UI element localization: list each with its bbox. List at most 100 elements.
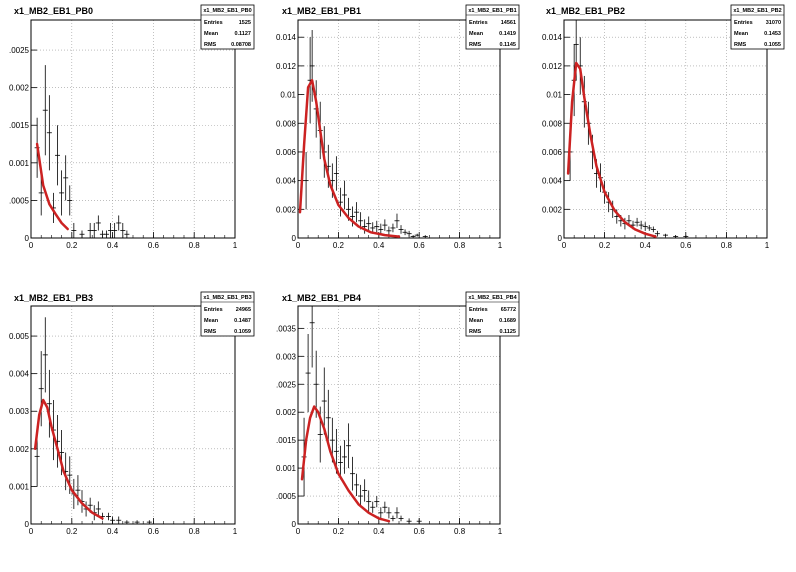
y-tick-label: 0.005 (9, 332, 30, 341)
plot-area: 0 0.2 0.4 0.6 0.8 1 0 0.001 0.002 0.003 0.004 0.005 (9, 305, 238, 536)
fit-curve (300, 405, 391, 523)
stats-value: 0.1059 (234, 329, 251, 335)
stats-box-name: x1_MB2_EB1_PB1 (468, 8, 516, 14)
stats-box-name: x1_MB2_EB1_PB3 (203, 295, 251, 301)
panel-pb0: x1_MB2_EB1_PB0 0 0.2 0.4 0.6 0.8 1 0 .0005 0.001… (9, 4, 255, 250)
stats-label: RMS (204, 42, 217, 48)
x-tick-label: 0 (562, 241, 567, 250)
x-tick-label: 0.2 (66, 527, 78, 536)
y-tick-label: 0.004 (9, 370, 30, 379)
x-tick-label: 0 (29, 241, 34, 250)
y-tick-label: .0025 (9, 46, 30, 55)
y-tick-label: 0 (292, 520, 297, 529)
stats-box: x1_MB2_EB1_PB3 Entries 24965 Mean 0.1487… (200, 291, 255, 337)
stats-value: 65772 (501, 307, 516, 313)
panel-title: x1_MB2_EB1_PB1 (282, 6, 361, 16)
stats-value: 14561 (501, 20, 516, 26)
plot-area: 0 0.2 0.4 0.6 0.8 1 0 0.002 0.004 0.006 0.008 0.01 0… (276, 19, 503, 250)
y-tick-label: 0.012 (542, 62, 563, 71)
stats-box-frame (200, 291, 255, 337)
y-tick-label: 0.014 (542, 33, 563, 42)
stats-label: Mean (204, 318, 219, 324)
x-tick-label: 0.4 (107, 527, 119, 536)
stats-box-name: x1_MB2_EB1_PB2 (733, 8, 781, 14)
panel-pb1: x1_MB2_EB1_PB1 0 0.2 0.4 0.6 0.8 1 0 0.002 0.004… (276, 4, 520, 250)
x-tick-label: 0.8 (189, 241, 201, 250)
fit-curve (566, 61, 657, 238)
stats-box: x1_MB2_EB1_PB1 Entries 14561 Mean 0.1419… (465, 4, 520, 50)
x-tick-label: 1 (498, 527, 503, 536)
plot-area: 0 0.2 0.4 0.6 0.8 1 0 .0005 0.001 .0015 0.002 .0025 (9, 19, 238, 250)
stats-value: 31070 (766, 20, 781, 26)
y-tick-label: 0.008 (276, 119, 297, 128)
x-tick-label: 0 (29, 527, 34, 536)
y-tick-label: 0.01 (546, 91, 562, 100)
fit-curve (298, 78, 401, 238)
stats-label: Entries (469, 20, 488, 26)
y-tick-label: 0.001 (276, 464, 297, 473)
stats-value: 0.1453 (764, 31, 781, 37)
stats-box-frame (465, 291, 520, 337)
stats-label: Mean (469, 318, 484, 324)
y-tick-label: 0.004 (542, 177, 563, 186)
x-tick-label: 0.6 (148, 241, 160, 250)
y-tick-label: 0.01 (280, 91, 296, 100)
fit-curve (33, 398, 104, 520)
y-tick-label: 0.003 (276, 352, 297, 361)
stats-value: 0.1487 (234, 318, 251, 324)
stats-label: Mean (204, 31, 219, 37)
stats-box: x1_MB2_EB1_PB2 Entries 31070 Mean 0.1453… (730, 4, 785, 50)
stats-value: 0.1055 (764, 42, 781, 48)
stats-label: RMS (734, 42, 747, 48)
stats-value: 1525 (239, 20, 251, 26)
x-tick-label: 0.4 (107, 241, 119, 250)
fit-curve (35, 142, 69, 231)
x-tick-label: 1 (498, 241, 503, 250)
y-tick-label: 0 (292, 234, 297, 243)
y-tick-label: 0.006 (542, 148, 563, 157)
y-tick-label: .0025 (276, 380, 297, 389)
stats-label: Entries (734, 20, 753, 26)
stats-label: Entries (469, 307, 488, 313)
stats-value: 0.1125 (499, 329, 516, 335)
x-tick-label: 0.6 (414, 241, 426, 250)
panel-title: x1_MB2_EB1_PB0 (14, 6, 93, 16)
y-tick-label: 0.001 (9, 482, 30, 491)
x-tick-label: 0.8 (721, 241, 733, 250)
stats-value: 24965 (236, 307, 251, 313)
y-tick-label: .0005 (276, 492, 297, 501)
stats-box-frame (730, 4, 785, 50)
stats-box-name: x1_MB2_EB1_PB0 (203, 8, 251, 14)
x-tick-label: 0.2 (333, 241, 345, 250)
stats-label: Entries (204, 20, 223, 26)
y-tick-label: 0.002 (9, 445, 30, 454)
x-tick-label: 0.2 (599, 241, 611, 250)
y-tick-label: 0.002 (276, 408, 297, 417)
y-tick-label: .0015 (276, 436, 297, 445)
y-tick-label: 0.008 (542, 119, 563, 128)
y-tick-label: .0005 (9, 196, 30, 205)
stats-label: RMS (469, 42, 482, 48)
stats-value: 0.1689 (499, 318, 516, 324)
y-tick-label: 0.014 (276, 33, 297, 42)
y-tick-label: 0.002 (542, 205, 563, 214)
y-tick-label: 0 (25, 520, 30, 529)
x-tick-label: 1 (233, 527, 238, 536)
y-tick-label: .0035 (276, 324, 297, 333)
y-tick-label: 0.006 (276, 148, 297, 157)
x-tick-label: 0.4 (640, 241, 652, 250)
x-tick-label: 0.4 (373, 527, 385, 536)
x-tick-label: 0 (296, 527, 301, 536)
stats-label: Mean (734, 31, 749, 37)
stats-label: Mean (469, 31, 484, 37)
y-tick-label: .0015 (9, 121, 30, 130)
plot-area: 0 0.2 0.4 0.6 0.8 1 0 0.002 0.004 0.006 0.008 0.01 0… (542, 19, 770, 250)
plot-area: 0 0.2 0.4 0.6 0.8 1 0 .0005 0.001 .0015 0.002 .0025… (276, 305, 503, 536)
x-tick-label: 0.2 (333, 527, 345, 536)
stats-value: 0.1419 (499, 31, 516, 37)
stats-label: RMS (469, 329, 482, 335)
stats-value: 0.1127 (234, 31, 251, 37)
x-tick-label: 0.2 (66, 241, 78, 250)
panel-title: x1_MB2_EB1_PB2 (546, 6, 625, 16)
